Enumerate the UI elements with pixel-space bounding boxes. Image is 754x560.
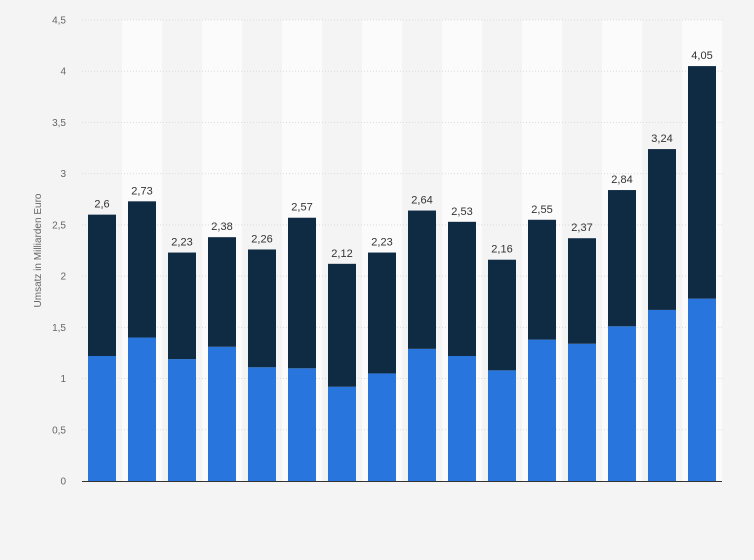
bar-segment-lower xyxy=(448,356,476,481)
bar-segment-upper xyxy=(168,252,196,360)
y-tick-label: 4 xyxy=(60,67,66,78)
bar-segment-upper xyxy=(248,249,276,368)
bar-segment-upper xyxy=(408,210,436,349)
bar-segment-upper xyxy=(128,201,156,338)
bar-total-label: 2,26 xyxy=(251,233,272,245)
y-tick-label: 4,5 xyxy=(52,16,66,27)
bar-total-label: 2,37 xyxy=(571,222,592,234)
bar-segment-lower xyxy=(368,373,396,481)
bar-segment-lower xyxy=(248,367,276,481)
bar-segment-upper xyxy=(688,66,716,299)
bar-segment-lower xyxy=(408,348,436,481)
y-tick-label: 3 xyxy=(60,169,66,180)
y-axis-title: Umsatz in Milliarden Euro xyxy=(33,193,44,307)
bar-segment-lower xyxy=(168,359,196,481)
bar-total-label: 4,05 xyxy=(691,50,712,62)
y-tick-label: 3,5 xyxy=(52,118,66,129)
bar-segment-lower xyxy=(288,368,316,481)
data-labels: 2,6 2,73 2,23 2,38 2,26 2,57 2,12 2,23 2,64 2,53 2… xyxy=(94,50,712,260)
bar-segment-upper xyxy=(568,238,596,344)
bar-segment-lower xyxy=(128,337,156,481)
bar-segment-lower xyxy=(528,339,556,481)
bar-segment-upper xyxy=(528,219,556,340)
y-tick-label: 1 xyxy=(60,374,66,385)
bar-total-label: 2,64 xyxy=(411,195,432,207)
bar-segment-lower xyxy=(688,298,716,481)
bar-segment-upper xyxy=(88,214,116,357)
bar-segment-upper xyxy=(488,259,516,371)
bar-segment-lower xyxy=(648,309,676,481)
bar-total-label: 2,73 xyxy=(131,185,152,197)
bar-segment-upper xyxy=(648,149,676,310)
y-axis-ticks: 0 0,5 1 1,5 2 2,5 3 3,5 4 4,5 xyxy=(52,16,66,488)
bar-total-label: 3,24 xyxy=(651,133,672,145)
bar-segment-lower xyxy=(488,370,516,481)
y-tick-label: 2,5 xyxy=(52,220,66,231)
bar-total-label: 2,6 xyxy=(94,199,109,211)
bar-segment-upper xyxy=(288,217,316,369)
bar-total-label: 2,23 xyxy=(171,237,192,249)
y-tick-label: 0,5 xyxy=(52,425,66,436)
y-tick-label: 0 xyxy=(60,477,66,488)
bar-total-label: 2,38 xyxy=(211,221,232,233)
bar-total-label: 2,16 xyxy=(491,244,512,256)
bars xyxy=(88,66,716,481)
bar-total-label: 2,12 xyxy=(331,248,352,260)
bar-segment-lower xyxy=(608,326,636,481)
bar-total-label: 2,84 xyxy=(611,174,632,186)
bar-segment-upper xyxy=(208,237,236,347)
bar-total-label: 2,57 xyxy=(291,202,312,214)
bar-segment-lower xyxy=(208,346,236,481)
bar-segment-lower xyxy=(568,343,596,481)
bar-segment-upper xyxy=(608,190,636,327)
y-tick-label: 2 xyxy=(60,272,66,283)
bar-segment-lower xyxy=(88,356,116,481)
bar-segment-lower xyxy=(328,386,356,481)
bar-segment-upper xyxy=(328,263,356,387)
bar-total-label: 2,53 xyxy=(451,206,472,218)
bar-total-label: 2,23 xyxy=(371,237,392,249)
bar-total-label: 2,55 xyxy=(531,204,552,216)
bar-segment-upper xyxy=(448,221,476,357)
bar-segment-upper xyxy=(368,252,396,374)
y-tick-label: 1,5 xyxy=(52,323,66,334)
